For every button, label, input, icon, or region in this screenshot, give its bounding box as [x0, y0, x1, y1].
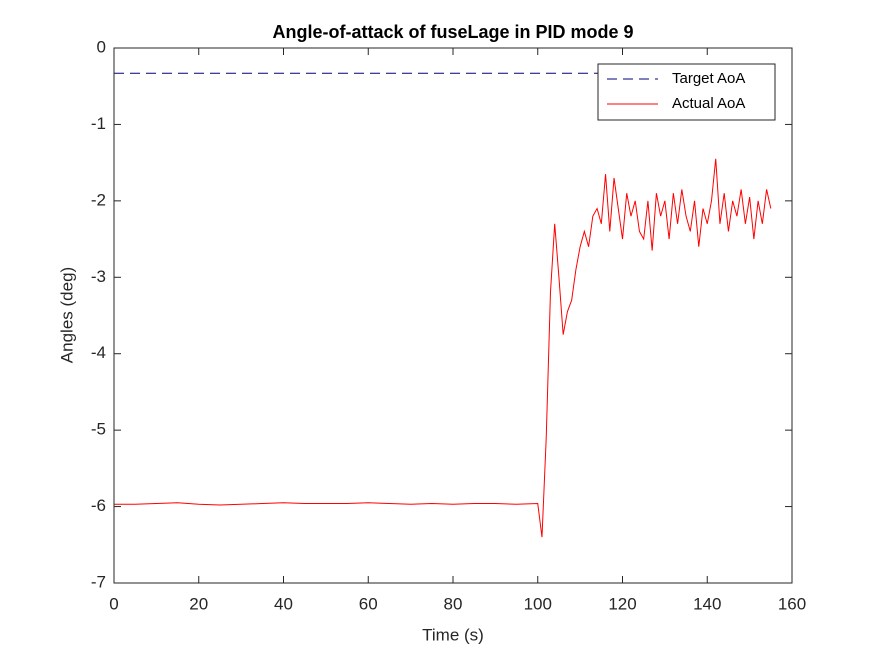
x-tick-label: 160 [778, 594, 806, 613]
x-tick-label: 140 [693, 594, 721, 613]
legend-label: Actual AoA [672, 95, 745, 112]
plot-frame [113, 47, 793, 584]
x-tick-label: 100 [524, 594, 552, 613]
y-tick-label: 0 [97, 37, 106, 56]
x-tick-label: 0 [109, 594, 118, 613]
y-axis-label: Angles (deg) [57, 267, 76, 363]
x-tick-label: 60 [359, 594, 378, 613]
x-tick-label: 80 [444, 594, 463, 613]
x-tick-label: 20 [189, 594, 208, 613]
legend-box [597, 63, 776, 121]
y-tick-label: -2 [91, 190, 106, 209]
legend-label: Target AoA [672, 70, 745, 87]
y-tick-label: -6 [91, 496, 106, 515]
y-tick-label: -3 [91, 267, 106, 286]
chart-title: Angle-of-attack of fuseLage in PID mode … [272, 22, 633, 42]
y-tick-label: -1 [91, 114, 106, 133]
x-axis-label: Time (s) [422, 625, 484, 644]
y-tick-label: -7 [91, 572, 106, 591]
data-line [114, 158, 772, 538]
x-tick-label: 120 [608, 594, 636, 613]
y-tick-label: -4 [91, 343, 106, 362]
x-tick-label: 40 [274, 594, 293, 613]
y-tick-label: -5 [91, 420, 106, 439]
